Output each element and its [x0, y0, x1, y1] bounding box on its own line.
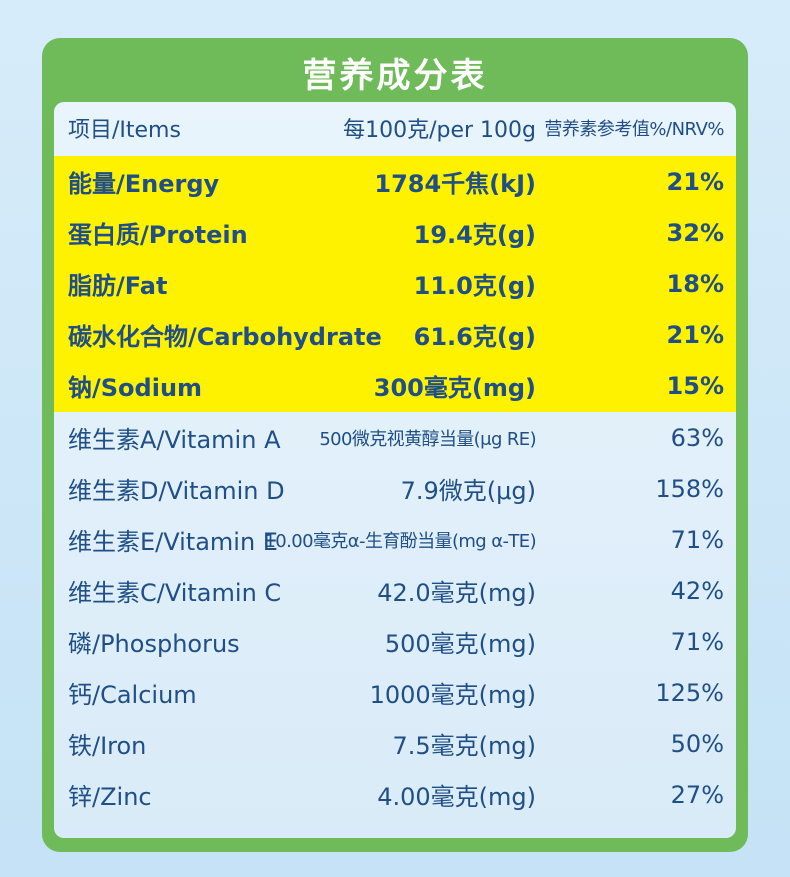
- row-nrv: 71%: [670, 525, 724, 554]
- table-row: 脂肪/Fat 11.0克(g) 18%: [54, 258, 736, 309]
- row-name: 脂肪/Fat: [68, 272, 168, 300]
- nutrition-panel: 营养成分表 项目/Items 每100克/per 100g 营养素参考值%/NR…: [42, 38, 748, 852]
- row-amount: 300毫克(mg): [373, 374, 536, 402]
- row-nrv: 21%: [666, 320, 724, 349]
- row-nrv: 21%: [666, 167, 724, 196]
- row-name: 磷/Phosphorus: [68, 630, 240, 658]
- row-nrv: 32%: [666, 218, 724, 247]
- row-nrv: 63%: [670, 423, 724, 452]
- row-nrv: 71%: [670, 627, 724, 656]
- header-name: 项目/Items: [68, 118, 181, 143]
- table-row: 钠/Sodium 300毫克(mg) 15%: [54, 360, 736, 411]
- row-name: 锌/Zinc: [68, 783, 152, 811]
- row-nrv: 15%: [666, 371, 724, 400]
- table-row: 磷/Phosphorus 500毫克(mg) 71%: [54, 616, 736, 667]
- table-row: 锌/Zinc 4.00毫克(mg) 27%: [54, 769, 736, 820]
- row-name: 能量/Energy: [68, 170, 220, 198]
- table-row: 碳水化合物/Carbohydrate 61.6克(g) 21%: [54, 309, 736, 360]
- nutrition-table: 项目/Items 每100克/per 100g 营养素参考值%/NRV% 能量/…: [54, 102, 736, 838]
- row-name: 维生素D/Vitamin D: [68, 477, 285, 505]
- table-row: 维生素C/Vitamin C 42.0毫克(mg) 42%: [54, 565, 736, 616]
- table-row: 钙/Calcium 1000毫克(mg) 125%: [54, 667, 736, 718]
- row-nrv: 125%: [655, 678, 724, 707]
- row-amount: 1784千焦(kJ): [374, 170, 536, 198]
- row-name: 铁/Iron: [68, 732, 147, 760]
- header-amount: 每100克/per 100g: [343, 118, 536, 143]
- table-row: 铁/Iron 7.5毫克(mg) 50%: [54, 718, 736, 769]
- row-amount: 4.00毫克(mg): [377, 783, 536, 811]
- table-row: 蛋白质/Protein 19.4克(g) 32%: [54, 207, 736, 258]
- row-amount: 500微克视黄醇当量(μg RE): [319, 428, 536, 450]
- row-amount: 10.00毫克α-生育酚当量(mg α-TE): [264, 530, 536, 552]
- row-name: 维生素C/Vitamin C: [68, 579, 282, 607]
- row-amount: 61.6克(g): [413, 323, 536, 351]
- header-nrv: 营养素参考值%/NRV%: [544, 119, 724, 140]
- row-name: 蛋白质/Protein: [68, 221, 248, 249]
- row-name: 钠/Sodium: [68, 374, 203, 402]
- row-amount: 11.0克(g): [413, 272, 536, 300]
- row-nrv: 18%: [666, 269, 724, 298]
- table-row: 能量/Energy 1784千焦(kJ) 21%: [54, 156, 736, 207]
- row-nrv: 42%: [670, 576, 724, 605]
- row-nrv: 50%: [670, 729, 724, 758]
- highlight-block: [54, 156, 736, 412]
- row-name: 维生素A/Vitamin A: [68, 426, 281, 454]
- table-header: 项目/Items 每100克/per 100g 营养素参考值%/NRV%: [54, 102, 736, 154]
- row-name: 钙/Calcium: [68, 681, 197, 709]
- row-amount: 19.4克(g): [413, 221, 536, 249]
- table-row: 维生素D/Vitamin D 7.9微克(μg) 158%: [54, 463, 736, 514]
- row-amount: 1000毫克(mg): [369, 681, 536, 709]
- row-name: 维生素E/Vitamin E: [68, 528, 278, 556]
- row-amount: 500毫克(mg): [384, 630, 536, 658]
- row-nrv: 158%: [655, 474, 724, 503]
- row-nrv: 27%: [670, 780, 724, 809]
- row-amount: 42.0毫克(mg): [377, 579, 536, 607]
- panel-title: 营养成分表: [302, 56, 488, 96]
- row-amount: 7.5毫克(mg): [392, 732, 536, 760]
- table-row: 维生素E/Vitamin E 10.00毫克α-生育酚当量(mg α-TE) 71%: [54, 514, 736, 565]
- row-amount: 7.9微克(μg): [400, 477, 536, 505]
- table-row: 维生素A/Vitamin A 500微克视黄醇当量(μg RE) 63%: [54, 412, 736, 463]
- row-name: 碳水化合物/Carbohydrate: [68, 323, 382, 351]
